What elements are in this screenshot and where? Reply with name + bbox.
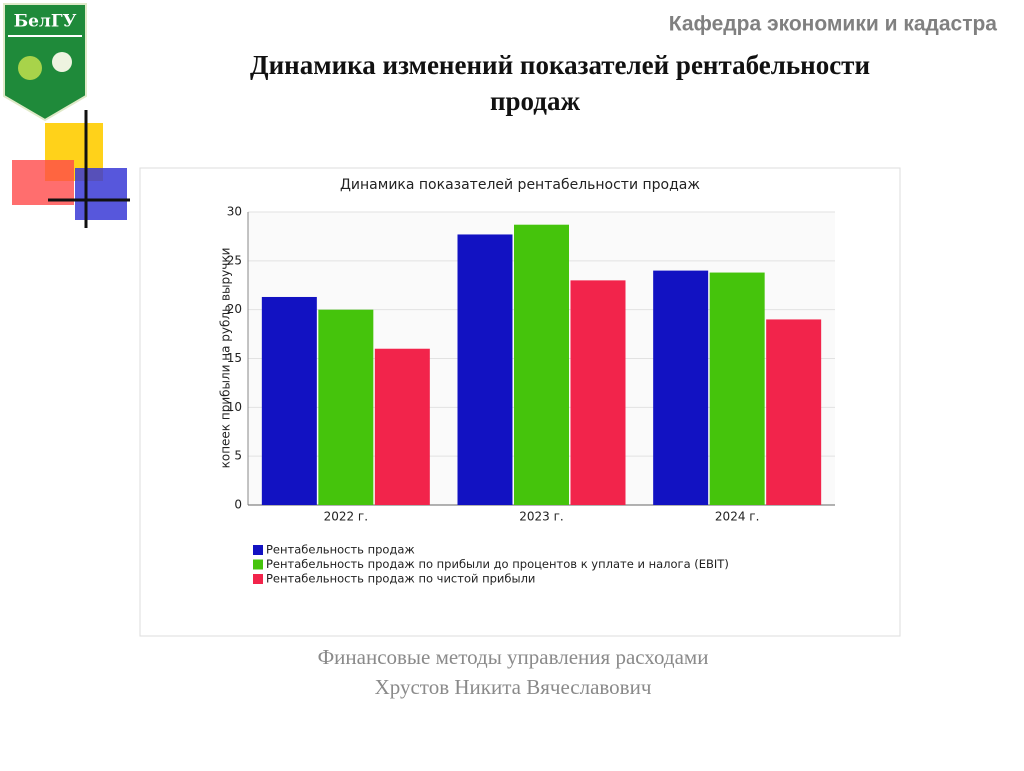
y-tick-label: 5 bbox=[234, 449, 242, 463]
x-tick-label: 2022 г. bbox=[324, 510, 368, 524]
footer: Хрустов Никита Вячеславович bbox=[375, 675, 652, 699]
legend-swatch bbox=[253, 559, 263, 570]
bar bbox=[318, 309, 374, 505]
bar bbox=[570, 280, 626, 505]
x-tick-label: 2024 г. bbox=[715, 510, 759, 524]
y-tick-label: 10 bbox=[227, 400, 242, 414]
y-tick-label: 30 bbox=[227, 205, 242, 219]
legend-label: Рентабельность продаж по прибыли до проц… bbox=[266, 557, 729, 571]
bar bbox=[457, 234, 513, 506]
bar bbox=[514, 224, 569, 506]
legend-swatch bbox=[253, 545, 263, 555]
logo bbox=[3, 3, 87, 122]
bar bbox=[709, 272, 765, 505]
footer: Финансовые методы управления расходами bbox=[318, 645, 709, 669]
chart-title: Динамика показателей рентабельности прод… bbox=[340, 177, 700, 193]
logo-icon bbox=[18, 56, 42, 80]
bar bbox=[653, 270, 709, 505]
logo-icon bbox=[52, 52, 72, 72]
bar bbox=[374, 348, 430, 505]
y-tick-label: 15 bbox=[227, 351, 242, 365]
y-axis-label: копеек прибыли на рубль выручки bbox=[219, 248, 233, 469]
title: продаж bbox=[490, 86, 580, 116]
title: Динамика изменений показателей рентабель… bbox=[250, 50, 870, 80]
bar bbox=[766, 319, 822, 505]
x-tick-label: 2023 г. bbox=[519, 510, 563, 524]
deco-red bbox=[12, 160, 74, 205]
y-tick-label: 20 bbox=[227, 302, 242, 316]
legend-label: Рентабельность продаж bbox=[266, 543, 415, 557]
bar bbox=[261, 296, 317, 505]
y-tick-label: 0 bbox=[234, 498, 242, 512]
legend-label: Рентабельность продаж по чистой прибыли bbox=[266, 572, 535, 586]
logo-text: БелГУ bbox=[14, 12, 77, 32]
y-tick-label: 25 bbox=[227, 253, 242, 267]
deco-blue bbox=[75, 168, 127, 220]
legend-swatch bbox=[253, 574, 263, 584]
header: Кафедра экономики и кадастра bbox=[669, 13, 998, 36]
